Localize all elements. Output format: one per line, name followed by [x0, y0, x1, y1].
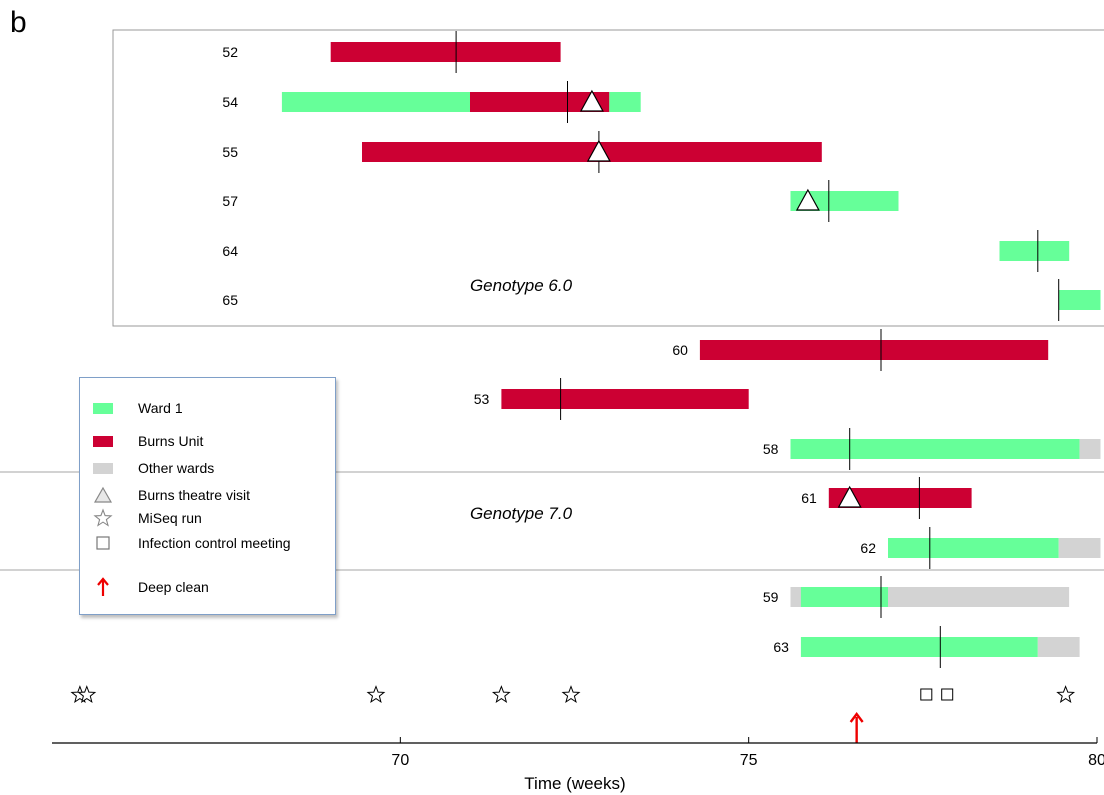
stay-bar-62-0-ward1: [888, 538, 1059, 558]
stay-bar-59-0-other: [790, 587, 801, 607]
miseq-star-4: [561, 685, 581, 704]
miseq-star-1: [77, 685, 97, 704]
patient-label-54: 54: [222, 94, 238, 110]
stay-bar-54-1-burns: [470, 92, 610, 112]
stay-bar-53-0-burns: [501, 389, 749, 409]
stay-bar-58-1-other: [1079, 439, 1101, 459]
other-swatch: [93, 462, 113, 474]
stay-bar-54-0-ward1: [281, 92, 470, 112]
stay-bar-63-0-ward1: [800, 637, 1038, 657]
patient-label-57: 57: [222, 193, 238, 209]
theatre-visit-54-0: [579, 89, 604, 112]
patient-label-65: 65: [222, 292, 238, 308]
ward1-swatch: [93, 402, 113, 414]
patient-label-64: 64: [222, 243, 238, 259]
miseq-star-3: [491, 685, 511, 704]
patient-label-61: 61: [801, 490, 817, 506]
stay-bar-58-0-ward1: [790, 439, 1080, 459]
red-arrow-icon: [97, 577, 109, 596]
stay-bar-55-0-burns: [362, 142, 822, 162]
theatre-visit-57-0: [795, 188, 820, 211]
deep-clean-arrow-head-0: [849, 712, 864, 723]
x-tick-label-80: 80: [1088, 752, 1104, 769]
square-icon: [96, 536, 110, 550]
x-tick-label-70: 70: [391, 752, 409, 769]
triangle-icon: [93, 486, 113, 503]
stay-bar-59-1-ward1: [800, 587, 888, 607]
stay-bar-59-2-other: [888, 587, 1070, 607]
patient-label-53: 53: [474, 391, 490, 407]
theatre-visit-61-0: [837, 485, 862, 508]
legend-label-deep-clean: Deep clean: [138, 579, 209, 595]
burns-swatch: [93, 435, 113, 447]
genotype-7-label: Genotype 7.0: [470, 504, 573, 523]
stay-bar-63-1-other: [1037, 637, 1080, 657]
theatre-visit-55-0: [586, 139, 611, 162]
stay-bar-62-1-other: [1058, 538, 1101, 558]
marker-layer: [70, 31, 1076, 743]
legend-label-burns: Burns Unit: [138, 433, 204, 449]
meeting-square-0: [920, 688, 933, 701]
stay-bar-60-0-burns: [699, 340, 1049, 360]
patient-label-55: 55: [222, 144, 238, 160]
patient-label-60: 60: [672, 342, 688, 358]
genotype-6-box: [112, 29, 1104, 327]
x-tick-label-75: 75: [740, 752, 758, 769]
genotype-6-label: Genotype 6.0: [470, 276, 573, 295]
stay-bar-64-0-ward1: [999, 241, 1070, 261]
patient-label-58: 58: [763, 441, 779, 457]
stay-bar-65-0-ward1: [1058, 290, 1101, 310]
star-icon: [93, 508, 113, 527]
meeting-square-1: [941, 688, 954, 701]
panel-label: b: [10, 6, 27, 39]
stay-bar-57-0-ward1: [790, 191, 899, 211]
legend-label-theatre: Burns theatre visit: [138, 487, 251, 503]
stay-bar-61-0-burns: [828, 488, 972, 508]
stay-bar-54-2-ward1: [609, 92, 641, 112]
legend-label-miseq: MiSeq run: [138, 510, 202, 526]
bar-layer: 52 54 55 57 64 65 60 53 58 61 62 59 63: [222, 42, 1101, 657]
miseq-star-2: [366, 685, 386, 704]
patient-label-62: 62: [860, 540, 876, 556]
legend: Ward 1 Burns Unit Other wards Burns thea…: [79, 377, 336, 615]
patient-label-59: 59: [763, 589, 779, 605]
patient-label-63: 63: [773, 639, 789, 655]
patient-label-52: 52: [222, 44, 238, 60]
legend-label-other: Other wards: [138, 460, 215, 476]
miseq-star-5: [1056, 685, 1076, 704]
legend-label-meeting: Infection control meeting: [138, 535, 291, 551]
stay-bar-52-0-burns: [330, 42, 561, 62]
x-axis-label: Time (weeks): [524, 774, 625, 793]
x-axis: 70 75 80: [52, 737, 1104, 769]
legend-label-ward1: Ward 1: [138, 400, 183, 416]
